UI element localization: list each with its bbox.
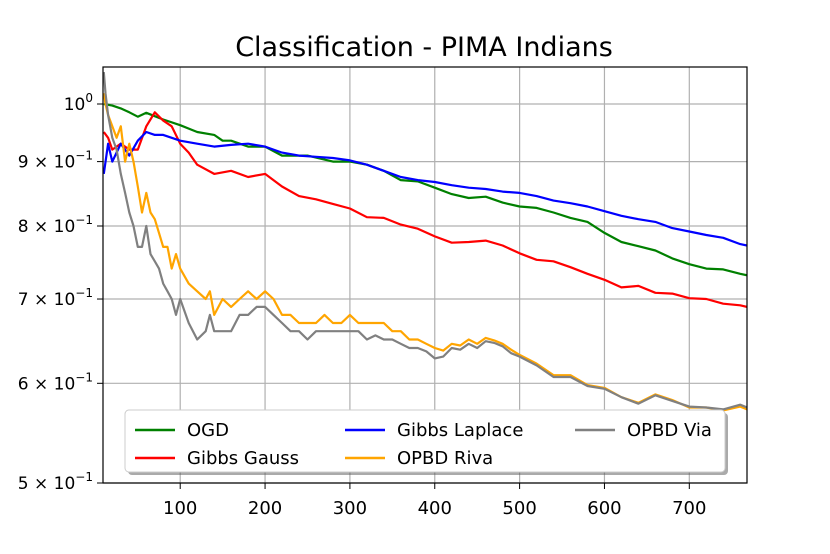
x-tick-label: 600: [587, 498, 621, 519]
y-axis: 100 9 × 10−1 8 × 10−1 7 × 10−1 6 × 10−1 5 × 1…: [18, 91, 103, 494]
series-group: [103, 72, 747, 412]
legend-label: OPBD Riva: [397, 448, 493, 469]
series-line-opbd-via: [103, 72, 747, 411]
legend-label: OGD: [187, 420, 229, 441]
y-tick-label: 5 × 10−1: [18, 470, 93, 494]
legend-label: Gibbs Laplace: [397, 420, 523, 441]
series-line-opbd-riva: [103, 93, 747, 412]
y-tick-label: 9 × 10−1: [18, 149, 93, 173]
legend-box: [124, 409, 726, 473]
x-tick-label: 100: [163, 498, 197, 519]
legend-label: Gibbs Gauss: [187, 448, 299, 469]
series-line-gibbs-gauss: [103, 111, 747, 308]
x-axis: 100 200 300 400 500 600 700: [163, 483, 706, 519]
x-tick-label: 300: [333, 498, 367, 519]
x-tick-label: 700: [672, 498, 706, 519]
y-tick-label: 100: [64, 91, 93, 115]
x-tick-label: 400: [418, 498, 452, 519]
series-line-ogd: [103, 102, 747, 277]
plot-frame: [102, 66, 748, 484]
y-tick-label: 6 × 10−1: [18, 370, 93, 394]
x-tick-label: 200: [248, 498, 282, 519]
legend: OGD Gibbs Gauss Gibbs Laplace OPBD Riva OPBD…: [124, 409, 728, 475]
legend-label: OPBD Via: [627, 420, 712, 441]
x-tick-label: 500: [502, 498, 536, 519]
y-tick-label: 8 × 10−1: [18, 213, 93, 237]
chart-title: Classification - PIMA Indians: [235, 32, 613, 63]
y-tick-label: 7 × 10−1: [18, 286, 93, 310]
series-line-gibbs-laplace: [103, 130, 747, 247]
